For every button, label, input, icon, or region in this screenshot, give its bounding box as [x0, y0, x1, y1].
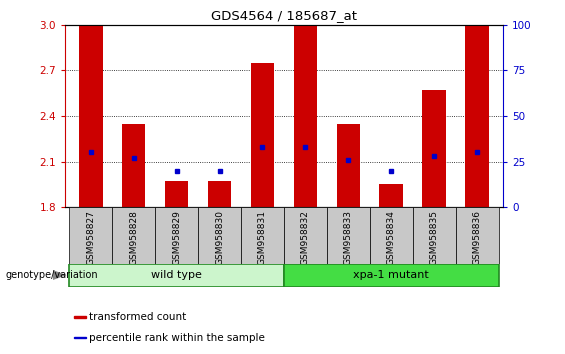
Bar — [284, 264, 498, 287]
Text: transformed count: transformed count — [89, 312, 186, 322]
Bar — [284, 207, 327, 264]
Bar — [74, 337, 85, 338]
Bar — [74, 316, 85, 318]
Bar — [466, 25, 489, 207]
Bar — [337, 124, 360, 207]
Text: percentile rank within the sample: percentile rank within the sample — [89, 332, 265, 343]
Bar — [165, 181, 188, 207]
Bar — [155, 207, 198, 264]
Polygon shape — [53, 270, 67, 280]
Bar — [327, 207, 370, 264]
Text: GSM958836: GSM958836 — [472, 210, 481, 265]
Text: GSM958835: GSM958835 — [429, 210, 438, 265]
Bar — [380, 184, 403, 207]
Bar — [412, 207, 455, 264]
Text: wild type: wild type — [151, 270, 202, 280]
Bar — [208, 181, 231, 207]
Text: GSM958832: GSM958832 — [301, 210, 310, 265]
Text: xpa-1 mutant: xpa-1 mutant — [353, 270, 429, 280]
Bar — [241, 207, 284, 264]
Bar — [198, 207, 241, 264]
Bar — [370, 207, 412, 264]
Text: GSM958831: GSM958831 — [258, 210, 267, 265]
Text: GSM958834: GSM958834 — [386, 210, 396, 265]
Text: GSM958830: GSM958830 — [215, 210, 224, 265]
Text: GSM958829: GSM958829 — [172, 210, 181, 265]
Bar — [294, 25, 317, 207]
Text: GSM958827: GSM958827 — [86, 210, 95, 265]
Bar — [455, 207, 498, 264]
Bar — [112, 207, 155, 264]
Text: genotype/variation: genotype/variation — [6, 270, 98, 280]
Title: GDS4564 / 185687_at: GDS4564 / 185687_at — [211, 9, 357, 22]
Bar — [69, 264, 284, 287]
Bar — [122, 124, 145, 207]
Bar — [69, 207, 112, 264]
Bar — [79, 25, 102, 207]
Text: GSM958828: GSM958828 — [129, 210, 138, 265]
Text: GSM958833: GSM958833 — [344, 210, 353, 265]
Bar — [251, 63, 274, 207]
Bar — [423, 90, 446, 207]
